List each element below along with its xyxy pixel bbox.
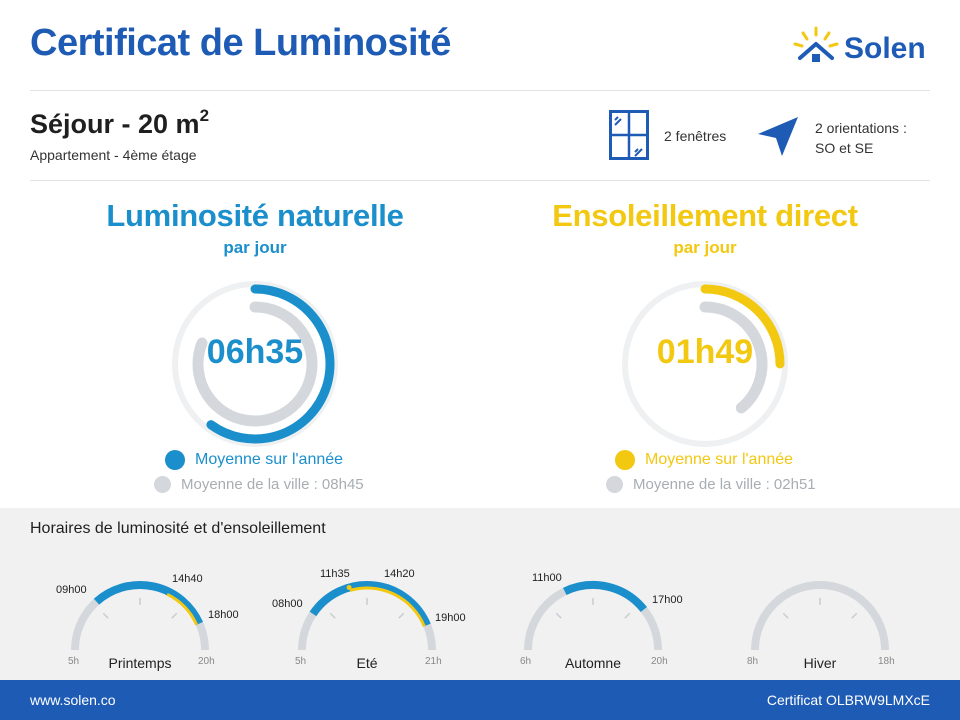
blue-dot-icon xyxy=(165,450,185,470)
summer-light-end-label: 19h00 xyxy=(435,612,466,624)
spring-range-start: 5h xyxy=(68,656,80,667)
room-subtitle: Appartement - 4ème étage xyxy=(30,147,197,163)
schedule-summer: 08h00 11h35 14h20 19h00 5h 21h Eté xyxy=(272,545,466,675)
autumn-range-start: 6h xyxy=(520,656,532,667)
schedule-spring: 09h00 14h40 18h00 5h 20h Printemps xyxy=(50,545,239,675)
yellow-dot-icon xyxy=(615,450,635,470)
autumn-range-end: 20h xyxy=(651,656,668,667)
sun-mark xyxy=(346,585,352,591)
track-arc xyxy=(524,581,662,651)
schedule-autumn: 11h00 17h00 6h 20h Automne xyxy=(503,545,683,675)
tick-mark xyxy=(624,612,631,619)
spring-range-end: 20h xyxy=(198,656,215,667)
tick-mark xyxy=(782,612,789,619)
autumn-light-end-label: 17h00 xyxy=(652,594,683,606)
natural-legend-primary: Moyenne sur l'année xyxy=(165,449,343,471)
autumn-name: Automne xyxy=(564,655,622,671)
tick-mark xyxy=(398,612,405,619)
summer-sun-start-label: 14h20 xyxy=(384,568,415,580)
sun-subtitle: par jour xyxy=(673,238,737,257)
summer-light-start-label: 08h00 xyxy=(272,598,303,610)
sun-gauge xyxy=(615,274,795,454)
spring-sun-start-label: 14h40 xyxy=(172,573,203,585)
sun-arc xyxy=(349,586,426,627)
sun-house-icon xyxy=(793,26,839,62)
value-arc xyxy=(206,284,335,444)
track-arc xyxy=(751,581,889,651)
light-arc xyxy=(309,581,431,627)
solen-logo[interactable]: Solen xyxy=(792,26,932,70)
track-arc xyxy=(71,581,209,651)
page-title: Certificat de Luminosité xyxy=(30,22,451,64)
winter-name: Hiver xyxy=(803,655,837,671)
tick-mark xyxy=(329,612,336,619)
website-link[interactable]: www.solen.co xyxy=(30,692,116,708)
brand-name: Solen xyxy=(844,32,926,65)
grey-dot-icon xyxy=(606,475,623,493)
outer-halo xyxy=(622,281,788,447)
sun-value: 01h49 xyxy=(656,333,754,371)
natural-light-subtitle: par jour xyxy=(223,238,287,257)
spring-light-start-label: 09h00 xyxy=(56,584,87,596)
light-arc xyxy=(93,581,204,626)
natural-light-title: Luminosité naturelle xyxy=(106,198,404,233)
tick-mark xyxy=(851,612,858,619)
orientation-info: 2 orientations : SO et SE xyxy=(815,120,907,156)
tick-mark xyxy=(102,612,109,619)
divider xyxy=(30,180,930,181)
summer-name: Eté xyxy=(356,655,378,671)
certificate-id: Certificat OLBRW9LMXcE xyxy=(766,692,930,708)
sun-legend-city: Moyenne de la ville : 02h51 xyxy=(606,473,816,495)
track-arc xyxy=(298,581,436,651)
sun-title: Ensoleillement direct xyxy=(552,198,858,233)
spring-name: Printemps xyxy=(108,655,172,671)
sun-arc xyxy=(166,592,199,626)
footer: www.solen.co Certificat OLBRW9LMXcE xyxy=(0,680,960,720)
city-average-arc xyxy=(699,301,768,414)
winter-range-start: 8h xyxy=(747,656,759,667)
schedule-title: Horaires de luminosité et d'ensoleilleme… xyxy=(30,520,326,537)
orientation-arrow-icon xyxy=(758,117,798,156)
autumn-light-start-label: 11h00 xyxy=(532,572,562,584)
schedule-winter: 8h 18h Hiver xyxy=(730,545,910,675)
window-icon xyxy=(609,110,649,160)
natural-light-value: 06h35 xyxy=(206,333,304,371)
tick-mark xyxy=(555,612,562,619)
tick-mark xyxy=(171,612,178,619)
room-title: Séjour - 20 m2 xyxy=(30,106,210,139)
grey-dot-icon xyxy=(154,475,171,493)
summer-sun-mark-label: 11h35 xyxy=(320,568,350,580)
value-arc xyxy=(700,284,785,369)
city-average-arc xyxy=(192,301,318,427)
windows-count: 2 fenêtres xyxy=(664,128,727,144)
outer-halo xyxy=(172,281,338,447)
natural-legend-city: Moyenne de la ville : 08h45 xyxy=(154,473,364,495)
divider xyxy=(30,90,930,91)
winter-range-end: 18h xyxy=(878,656,895,667)
summer-range-end: 21h xyxy=(425,656,442,667)
light-arc xyxy=(563,581,647,613)
summer-range-start: 5h xyxy=(295,656,307,667)
sun-legend-primary: Moyenne sur l'année xyxy=(615,449,793,471)
natural-light-gauge xyxy=(165,274,345,454)
schedule-panel xyxy=(0,508,960,680)
spring-light-end-label: 18h00 xyxy=(208,609,239,621)
